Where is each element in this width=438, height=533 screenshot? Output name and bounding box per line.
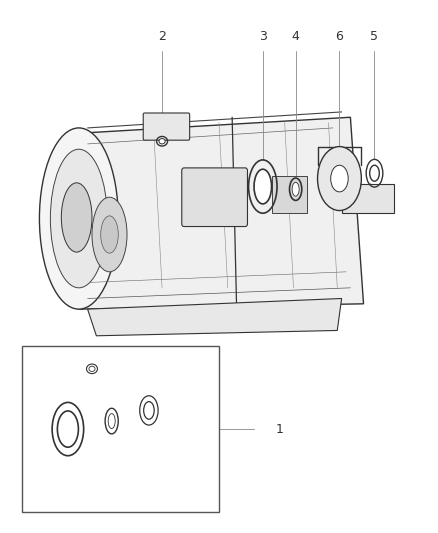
Ellipse shape bbox=[57, 411, 78, 447]
Ellipse shape bbox=[159, 139, 165, 144]
FancyBboxPatch shape bbox=[182, 168, 247, 227]
Text: 5: 5 bbox=[145, 493, 152, 503]
Ellipse shape bbox=[89, 366, 95, 372]
Ellipse shape bbox=[144, 402, 154, 419]
Bar bbox=[272, 176, 307, 213]
Bar bbox=[22, 346, 219, 512]
Ellipse shape bbox=[101, 216, 118, 253]
Ellipse shape bbox=[92, 197, 127, 272]
PathPatch shape bbox=[88, 298, 342, 336]
Ellipse shape bbox=[318, 147, 361, 211]
Ellipse shape bbox=[292, 182, 299, 196]
FancyBboxPatch shape bbox=[143, 113, 190, 140]
PathPatch shape bbox=[79, 117, 364, 309]
Text: 6: 6 bbox=[336, 30, 343, 43]
Text: 2: 2 bbox=[47, 360, 54, 370]
Text: 3: 3 bbox=[64, 493, 71, 503]
Ellipse shape bbox=[370, 165, 379, 181]
Text: 3: 3 bbox=[259, 30, 267, 43]
Bar bbox=[342, 184, 394, 213]
Ellipse shape bbox=[254, 169, 272, 204]
Text: 2: 2 bbox=[158, 30, 166, 43]
Ellipse shape bbox=[50, 149, 107, 288]
Text: 4: 4 bbox=[108, 493, 115, 503]
Ellipse shape bbox=[108, 414, 115, 429]
Ellipse shape bbox=[331, 165, 348, 192]
Ellipse shape bbox=[39, 128, 118, 309]
Text: 4: 4 bbox=[292, 30, 300, 43]
Text: 1: 1 bbox=[276, 423, 284, 435]
Text: 5: 5 bbox=[371, 30, 378, 43]
Ellipse shape bbox=[61, 183, 92, 252]
